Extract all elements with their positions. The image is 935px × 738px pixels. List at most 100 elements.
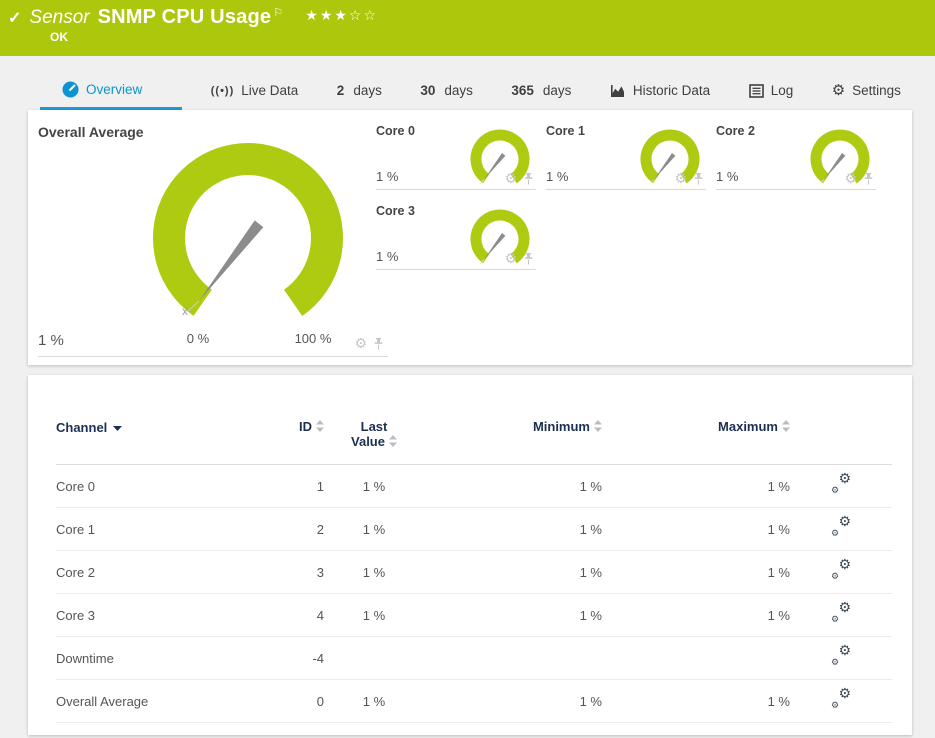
- column-label: ID: [299, 419, 312, 434]
- channel-minimum: 1 %: [424, 679, 602, 723]
- column-label: Maximum: [718, 419, 778, 434]
- gauge-needle: [199, 220, 264, 301]
- core-2-gauge: [810, 129, 870, 189]
- channel-settings-gears-icon[interactable]: ⚙ ⚙: [831, 686, 851, 711]
- channel-minimum: 1 %: [424, 464, 602, 508]
- column-header-last-value[interactable]: Last Value: [324, 415, 424, 465]
- gauge-value: 1 %: [376, 249, 399, 264]
- gauge-value: 1 %: [376, 169, 399, 184]
- gear-icon: ⚙: [831, 81, 846, 99]
- tab-label: Log: [770, 83, 794, 98]
- overall-average-gauge: x̄: [152, 143, 343, 330]
- status-badge: OK: [50, 30, 68, 44]
- tab-label-number: 365: [511, 83, 534, 98]
- table-row-core-3: Core 3 4 1 % 1 % 1 % ⚙ ⚙: [56, 593, 892, 637]
- channel-settings-gears-icon[interactable]: ⚙ ⚙: [831, 643, 851, 668]
- tab-30-days[interactable]: 30 days: [410, 72, 483, 110]
- gauge-cell-core-0: Core 0 1 % ⚙: [376, 124, 536, 190]
- gauge-cell-overall-average: Overall Average x̄ 0 % 100 % 1 % ⚙: [38, 124, 388, 357]
- column-label: Last Value: [351, 419, 388, 449]
- channel-settings-gears-icon[interactable]: ⚙ ⚙: [831, 557, 851, 582]
- broadcast-icon: ((•)): [210, 84, 235, 97]
- channel-name: Downtime: [56, 636, 246, 680]
- channel-last-value: 1 %: [324, 507, 424, 551]
- average-marker: x̄: [182, 304, 188, 318]
- tab-live-data[interactable]: ((•)) Live Data: [201, 72, 309, 110]
- channel-last-value: 1 %: [324, 679, 424, 723]
- tab-bar: Overview ((•)) Live Data 2 days 30 days …: [0, 56, 935, 110]
- channel-settings-gear-icon[interactable]: ⚙: [844, 171, 857, 187]
- gauge-cell-core-3: Core 3 1 % ⚙: [376, 204, 536, 270]
- sensor-title: SNMP CPU Usage ⚐: [98, 6, 284, 29]
- core-1-gauge: [640, 129, 700, 189]
- pin-icon[interactable]: [693, 172, 704, 186]
- sort-icon: [594, 420, 602, 435]
- gauge-value: 1 %: [38, 332, 64, 349]
- channel-last-value: 1 %: [324, 464, 424, 508]
- tab-label: Overview: [86, 82, 143, 97]
- tab-label: days: [353, 83, 382, 98]
- column-label: Minimum: [532, 419, 590, 434]
- gauge-title: Overall Average: [38, 124, 144, 140]
- channel-id: 3: [246, 550, 324, 594]
- tab-label-number: 30: [420, 83, 436, 98]
- channel-name: Core 0: [56, 464, 246, 508]
- column-header-channel[interactable]: Channel: [56, 415, 246, 465]
- channel-maximum: 1 %: [602, 464, 790, 508]
- log-icon: [748, 83, 764, 98]
- channel-settings-gear-icon[interactable]: ⚙: [504, 251, 517, 267]
- table-row-core-1: Core 1 2 1 % 1 % 1 % ⚙ ⚙: [56, 507, 892, 551]
- tab-overview[interactable]: Overview: [40, 70, 183, 110]
- channel-minimum: 1 %: [424, 550, 602, 594]
- gauge-cell-core-2: Core 2 1 % ⚙: [716, 124, 876, 190]
- status-check-icon: ✓: [8, 10, 22, 27]
- channel-settings-gears-icon[interactable]: ⚙ ⚙: [831, 471, 851, 496]
- table-row-core-2: Core 2 3 1 % 1 % 1 % ⚙ ⚙: [56, 550, 892, 594]
- tab-settings[interactable]: ⚙ Settings: [822, 72, 911, 110]
- channel-settings-gear-icon[interactable]: ⚙: [674, 171, 687, 187]
- pin-icon[interactable]: [373, 337, 384, 351]
- channel-last-value: 1 %: [324, 593, 424, 637]
- channel-id: 1: [246, 464, 324, 508]
- tab-2-days[interactable]: 2 days: [327, 72, 392, 110]
- channel-settings-gear-icon[interactable]: ⚙: [504, 171, 517, 187]
- sort-desc-icon: [113, 419, 123, 434]
- column-header-maximum[interactable]: Maximum: [602, 415, 790, 465]
- gauge-max-label: 100 %: [294, 331, 332, 346]
- tab-365-days[interactable]: 365 days: [501, 72, 581, 110]
- gauge-value: 1 %: [546, 169, 569, 184]
- gauge-value: 1 %: [716, 169, 739, 184]
- pin-icon[interactable]: [863, 172, 874, 186]
- channel-settings-gears-icon[interactable]: ⚙ ⚙: [831, 514, 851, 539]
- priority-stars[interactable]: ★★★☆☆: [305, 8, 379, 24]
- channel-minimum: [424, 636, 602, 680]
- table-row-core-0: Core 0 1 1 % 1 % 1 % ⚙ ⚙: [56, 464, 892, 508]
- tab-log[interactable]: Log: [739, 72, 804, 110]
- column-header-settings: [790, 415, 892, 465]
- tab-historic-data[interactable]: Historic Data: [600, 72, 720, 110]
- pin-icon[interactable]: [523, 172, 534, 186]
- channel-maximum: 1 %: [602, 550, 790, 594]
- chart-icon: [610, 84, 626, 98]
- channel-maximum: [602, 636, 790, 680]
- gauge-title: Core 3: [376, 204, 415, 218]
- column-header-minimum[interactable]: Minimum: [424, 415, 602, 465]
- column-label: Channel: [56, 420, 108, 435]
- gauge-min-label: 0 %: [186, 331, 210, 346]
- channel-maximum: 1 %: [602, 679, 790, 723]
- gauge-title: Core 0: [376, 124, 415, 138]
- channel-settings-gears-icon[interactable]: ⚙ ⚙: [831, 600, 851, 625]
- pin-icon[interactable]: [523, 252, 534, 266]
- channel-settings-gear-icon[interactable]: ⚙: [354, 336, 367, 352]
- sort-icon: [316, 420, 324, 435]
- channel-name: Core 1: [56, 507, 246, 551]
- column-header-id[interactable]: ID: [246, 415, 324, 465]
- gauge-icon: [62, 81, 79, 98]
- channel-minimum: 1 %: [424, 507, 602, 551]
- channels-table: Channel ID Last Value Minimum Maximum: [56, 415, 892, 723]
- gauge-title: Core 1: [546, 124, 585, 138]
- flag-icon[interactable]: ⚐: [273, 6, 284, 19]
- channel-maximum: 1 %: [602, 593, 790, 637]
- channels-panel: Channel ID Last Value Minimum Maximum: [28, 375, 912, 735]
- gauge-cell-core-1: Core 1 1 % ⚙: [546, 124, 706, 190]
